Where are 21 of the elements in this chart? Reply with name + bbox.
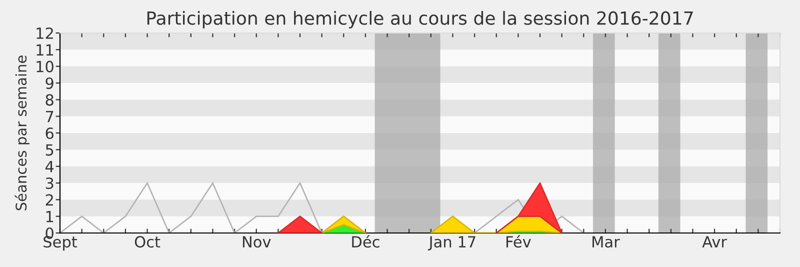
x-tick-label: Fév <box>506 235 531 248</box>
y-axis-title: Séances par semaine <box>14 56 30 210</box>
y-tick-label: 4 <box>45 161 54 172</box>
x-tick-label: Déc <box>352 235 380 248</box>
chart-title: Participation en hemicycle au cours de la session 2016-2017 <box>147 10 693 28</box>
y-tick-label: 6 <box>46 127 54 140</box>
y-tick-label: 3 <box>46 177 54 190</box>
y-tick-label: 10 <box>36 60 54 72</box>
y-tick-label: 12 <box>36 27 53 39</box>
y-tick-label: 2 <box>46 194 53 206</box>
x-tick-label: Avr <box>702 236 727 248</box>
x-tick-label: Oct <box>134 236 160 248</box>
y-tick-label: 7 <box>46 111 54 122</box>
x-tick-label: Mar <box>592 236 620 248</box>
y-tick-label: 1 <box>46 211 54 222</box>
x-tick-label: Nov <box>242 236 271 248</box>
y-tick-label: 8 <box>46 94 54 106</box>
x-tick-label: Jan 17 <box>428 236 476 250</box>
y-tick-label: 5 <box>46 144 54 156</box>
y-tick-label: 11 <box>36 44 54 56</box>
y-tick-label: 9 <box>46 77 54 90</box>
